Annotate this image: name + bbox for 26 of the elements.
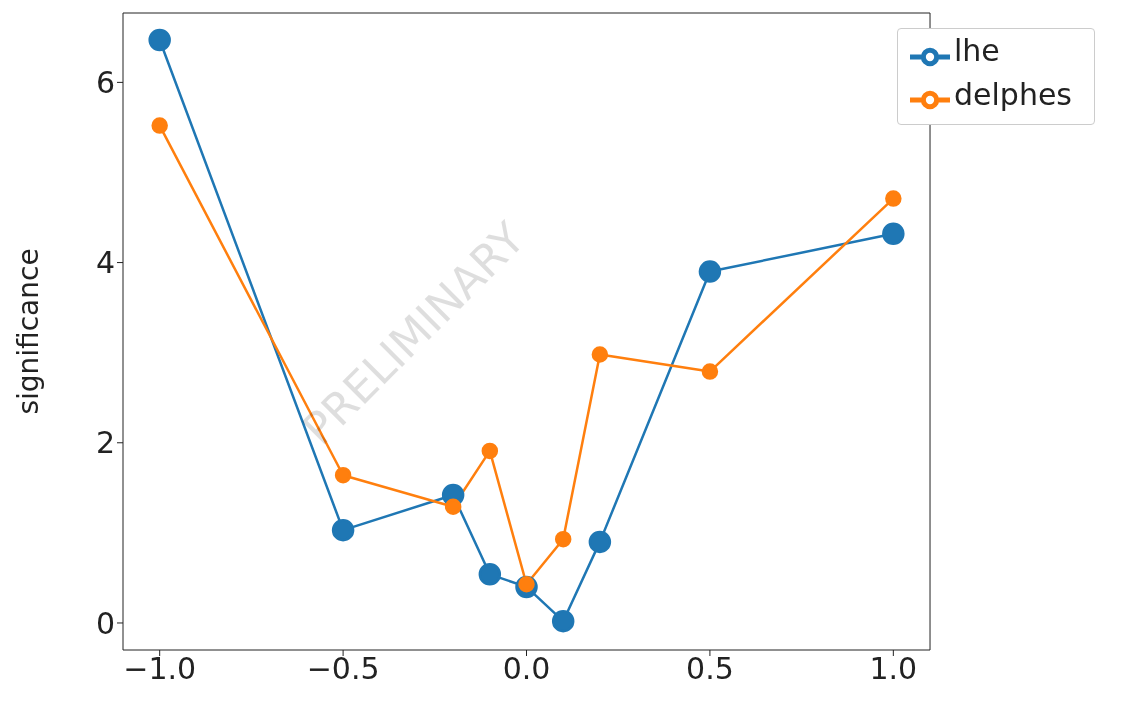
point xyxy=(698,260,722,283)
point xyxy=(588,530,612,554)
x-tick-label: 0.5 xyxy=(686,651,734,687)
x-tick-label: 1.0 xyxy=(869,651,918,687)
point xyxy=(444,498,462,515)
point xyxy=(478,563,502,586)
point xyxy=(882,222,905,245)
y-tick-label: 2 xyxy=(95,425,115,461)
x-tick-label: 0.0 xyxy=(502,651,551,687)
point xyxy=(885,190,902,207)
point xyxy=(334,466,352,484)
y-tick-label: 0 xyxy=(95,605,115,641)
legend-label: lhe xyxy=(954,33,1000,68)
point xyxy=(551,609,575,633)
y-tick-label: 4 xyxy=(95,245,115,281)
x-tick-label: −0.5 xyxy=(306,651,380,687)
point xyxy=(331,518,355,542)
point xyxy=(554,530,572,548)
y-tick-label: 6 xyxy=(95,65,115,101)
legend-label: delphes xyxy=(954,76,1072,112)
x-tick-label: −1.0 xyxy=(123,651,197,687)
point xyxy=(151,117,168,134)
point xyxy=(591,346,609,363)
y-axis-title: significance xyxy=(11,248,45,415)
point xyxy=(701,363,719,380)
point xyxy=(148,28,171,52)
